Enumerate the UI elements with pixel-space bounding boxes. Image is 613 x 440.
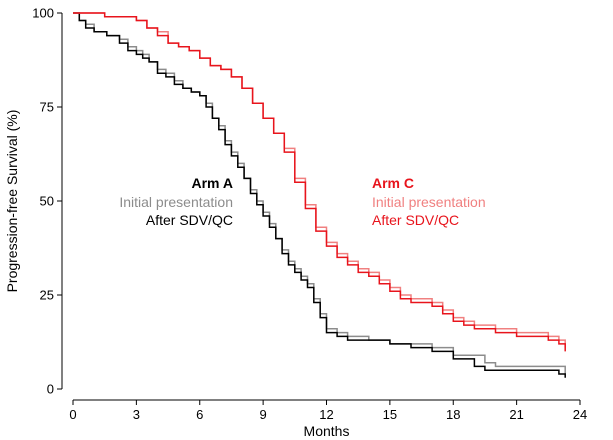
y-axis-title: Progression-free Survival (%) bbox=[4, 110, 20, 293]
legend-arm-a-initial: Initial presentation bbox=[119, 194, 233, 210]
legend-arm-a: Arm A Initial presentation After SDV/QC bbox=[119, 175, 233, 228]
curve-arm-c-initial-presentation bbox=[73, 12, 566, 348]
x-axis-title: Months bbox=[304, 423, 350, 439]
x-tick-label: 21 bbox=[509, 407, 523, 422]
x-tick-label: 0 bbox=[69, 407, 76, 422]
y-tick-label: 50 bbox=[40, 194, 54, 209]
y-tick-label: 25 bbox=[40, 288, 54, 303]
legend-arm-c-title: Arm C bbox=[372, 175, 414, 191]
y-tick-label: 0 bbox=[47, 382, 54, 397]
legend-arm-a-title: Arm A bbox=[192, 175, 234, 191]
curve-arm-c-after-sdv-qc bbox=[73, 12, 566, 352]
curve-arm-a-after-sdv-qc bbox=[73, 12, 566, 378]
x-tick-label: 18 bbox=[446, 407, 460, 422]
y-tick-label: 100 bbox=[32, 6, 54, 21]
x-tick-label: 9 bbox=[260, 407, 267, 422]
legend-arm-c-after: After SDV/QC bbox=[372, 212, 459, 228]
legend-arm-c: Arm C Initial presentation After SDV/QC bbox=[372, 175, 486, 228]
x-tick-label: 15 bbox=[383, 407, 397, 422]
x-ticks: 0 3 6 9 12 15 18 21 24 bbox=[69, 400, 587, 422]
y-tick-label: 75 bbox=[40, 100, 54, 115]
survival-curves bbox=[73, 12, 566, 378]
x-tick-label: 24 bbox=[573, 407, 587, 422]
legend-arm-c-initial: Initial presentation bbox=[372, 194, 486, 210]
legend-arm-a-after: After SDV/QC bbox=[146, 212, 233, 228]
x-tick-label: 3 bbox=[133, 407, 140, 422]
x-tick-label: 12 bbox=[319, 407, 333, 422]
x-tick-label: 6 bbox=[196, 407, 203, 422]
y-ticks: 0 25 50 75 100 bbox=[32, 6, 62, 397]
